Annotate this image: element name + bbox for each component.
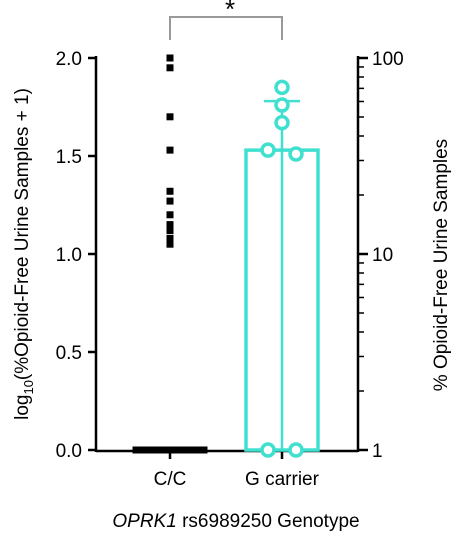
axes-group: 0.0 0.5 1.0 1.5 2.0 1 10 100 C/C G carrier bbox=[56, 49, 404, 490]
marks-group bbox=[132, 16, 320, 458]
cc-data-point bbox=[177, 446, 185, 454]
cc-data-point bbox=[166, 211, 174, 219]
significance-bracket bbox=[169, 16, 283, 40]
y-right-tick-label: 100 bbox=[372, 49, 404, 70]
x-axis-title: OPRK1 rs6989250 Genotype bbox=[112, 511, 359, 532]
y-left-tick-label: 0.0 bbox=[56, 441, 82, 462]
cc-data-point bbox=[183, 446, 191, 454]
g-carrier-data-point bbox=[274, 79, 290, 96]
cc-data-point bbox=[166, 197, 174, 205]
cc-data-point bbox=[143, 446, 151, 454]
y-left-tick-label: 0.5 bbox=[56, 343, 82, 364]
cc-data-point bbox=[166, 221, 174, 229]
x-tick-label: C/C bbox=[154, 469, 187, 490]
g-carrier-data-point bbox=[274, 114, 290, 131]
cc-data-point bbox=[138, 446, 146, 454]
y-right-tick-label: 10 bbox=[372, 245, 393, 266]
y-right-tick-label: 1 bbox=[372, 441, 383, 462]
g-carrier-data-point bbox=[288, 146, 304, 162]
x-axis-title-gene: OPRK1 bbox=[112, 511, 176, 532]
y-axis-right-title: % Opioid-Free Urine Samples bbox=[431, 139, 452, 391]
cc-data-point bbox=[166, 54, 174, 62]
cc-data-point bbox=[166, 187, 174, 195]
cc-data-point bbox=[166, 113, 174, 121]
cc-data-point bbox=[194, 446, 202, 454]
cc-data-point bbox=[160, 446, 168, 454]
cc-data-point bbox=[149, 446, 157, 454]
g-carrier-data-point bbox=[260, 442, 276, 458]
x-tick-label: G carrier bbox=[245, 469, 320, 490]
x-axis-title-rest: rs6989250 Genotype bbox=[177, 511, 360, 532]
cc-data-point bbox=[166, 226, 174, 234]
y-left-tick-label: 1.0 bbox=[56, 245, 82, 266]
cc-data-point bbox=[132, 446, 140, 454]
significance-label: * bbox=[225, 0, 235, 24]
cc-data-point bbox=[172, 446, 180, 454]
y-axis-left-title-rest: (%Opioid-Free Urine Samples + 1) bbox=[12, 88, 33, 380]
cc-data-point bbox=[189, 446, 197, 454]
cc-data-point bbox=[166, 446, 174, 454]
y-axis-left-title-sub: 10 bbox=[21, 380, 36, 394]
g-carrier-data-point bbox=[288, 442, 304, 458]
cc-data-point bbox=[166, 64, 174, 72]
cc-data-point bbox=[166, 146, 174, 154]
y-axis-left-title: log10(%Opioid-Free Urine Samples + 1) bbox=[12, 88, 36, 420]
cc-data-point bbox=[166, 240, 174, 248]
cc-data-point bbox=[155, 446, 163, 454]
y-left-tick-label: 2.0 bbox=[56, 49, 82, 70]
y-axis-left-title-log: log bbox=[12, 395, 33, 420]
cc-data-point bbox=[200, 446, 208, 454]
cc-data-point bbox=[166, 234, 174, 242]
y-left-tick-label: 1.5 bbox=[56, 147, 82, 168]
g-carrier-data-point bbox=[260, 142, 276, 158]
g-carrier-data-point bbox=[274, 97, 290, 113]
